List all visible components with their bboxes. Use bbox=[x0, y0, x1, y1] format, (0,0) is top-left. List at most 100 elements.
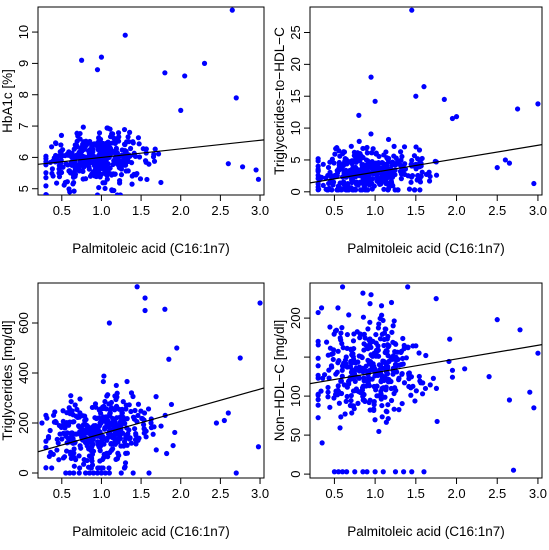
regression-line bbox=[310, 144, 542, 184]
x-tick-label: 3.0 bbox=[529, 203, 547, 218]
data-point bbox=[106, 320, 112, 326]
x-tick-label: 0.5 bbox=[325, 486, 343, 501]
data-point bbox=[101, 441, 107, 447]
data-point bbox=[86, 470, 93, 476]
data-point bbox=[400, 335, 406, 342]
data-point bbox=[361, 368, 367, 374]
points-group bbox=[43, 7, 262, 195]
data-point bbox=[329, 187, 335, 193]
data-point bbox=[413, 93, 419, 99]
data-point bbox=[388, 299, 395, 306]
x-tick-label: 1.0 bbox=[366, 203, 384, 218]
data-point bbox=[382, 375, 388, 381]
data-point bbox=[43, 170, 49, 176]
data-point bbox=[372, 469, 378, 475]
data-point bbox=[527, 389, 533, 395]
data-point bbox=[182, 73, 188, 79]
data-point bbox=[315, 181, 321, 187]
data-point bbox=[355, 359, 361, 365]
y-tick-label: 5 bbox=[288, 156, 303, 163]
data-point bbox=[408, 392, 414, 398]
data-point bbox=[134, 170, 140, 177]
data-point bbox=[345, 180, 351, 187]
data-point bbox=[229, 7, 235, 13]
data-point bbox=[69, 432, 75, 438]
data-point bbox=[128, 440, 135, 446]
data-point bbox=[68, 398, 74, 405]
x-tick-label: 3.0 bbox=[251, 486, 269, 501]
data-point bbox=[101, 418, 107, 424]
data-point bbox=[52, 409, 58, 415]
data-point bbox=[338, 378, 344, 384]
data-point bbox=[74, 143, 80, 149]
data-point bbox=[121, 443, 127, 449]
points-group bbox=[315, 284, 541, 475]
x-axis-title: Palmitoleic acid (C16:1n7) bbox=[72, 524, 230, 539]
data-point bbox=[132, 407, 138, 414]
data-point bbox=[367, 301, 373, 307]
data-point bbox=[119, 410, 125, 416]
data-point bbox=[335, 305, 341, 311]
x-tick-label: 3.0 bbox=[529, 486, 547, 501]
data-point bbox=[118, 470, 124, 476]
data-point bbox=[122, 464, 128, 470]
data-point bbox=[61, 420, 67, 426]
data-point bbox=[107, 141, 113, 147]
data-point bbox=[369, 376, 375, 382]
data-point bbox=[122, 162, 128, 168]
data-point bbox=[94, 470, 101, 476]
data-point bbox=[344, 345, 350, 352]
data-point bbox=[72, 173, 78, 179]
data-point bbox=[344, 331, 350, 338]
data-point bbox=[418, 173, 424, 179]
data-point bbox=[115, 130, 122, 136]
data-point bbox=[61, 182, 67, 188]
y-tick-label: 25 bbox=[288, 25, 303, 39]
data-point bbox=[81, 461, 87, 467]
data-point bbox=[364, 469, 370, 475]
data-point bbox=[346, 312, 352, 318]
data-point bbox=[360, 383, 366, 389]
data-point bbox=[145, 406, 152, 412]
data-point bbox=[104, 176, 110, 182]
plot-frame bbox=[309, 282, 543, 479]
data-point bbox=[82, 417, 88, 424]
data-point bbox=[66, 149, 72, 155]
data-point bbox=[343, 187, 349, 193]
y-tick-label: 600 bbox=[16, 312, 31, 334]
data-point bbox=[349, 410, 355, 416]
data-point bbox=[315, 375, 321, 381]
data-point bbox=[107, 410, 113, 416]
data-point bbox=[127, 145, 134, 152]
data-point bbox=[351, 149, 358, 155]
data-point bbox=[140, 422, 147, 428]
data-point bbox=[89, 443, 95, 450]
data-point bbox=[380, 469, 386, 475]
data-point bbox=[107, 134, 114, 140]
data-point bbox=[486, 374, 492, 380]
data-point bbox=[315, 309, 321, 316]
data-point bbox=[361, 347, 367, 353]
data-point bbox=[506, 397, 513, 403]
data-point bbox=[372, 161, 379, 167]
data-point bbox=[80, 124, 86, 130]
data-point bbox=[361, 378, 367, 384]
data-point bbox=[403, 355, 409, 361]
data-point bbox=[368, 131, 374, 137]
data-point bbox=[132, 153, 139, 159]
data-point bbox=[95, 439, 101, 445]
data-point bbox=[142, 158, 149, 164]
data-point bbox=[125, 431, 131, 437]
data-point bbox=[90, 169, 96, 175]
data-point bbox=[385, 402, 391, 408]
data-point bbox=[405, 344, 411, 350]
data-point bbox=[334, 145, 340, 151]
data-point bbox=[318, 305, 325, 311]
data-point bbox=[375, 325, 382, 331]
data-point bbox=[335, 469, 342, 475]
data-point bbox=[347, 402, 353, 409]
data-point bbox=[315, 363, 321, 369]
data-point bbox=[128, 390, 135, 396]
data-point bbox=[213, 420, 220, 426]
data-point bbox=[86, 437, 92, 443]
